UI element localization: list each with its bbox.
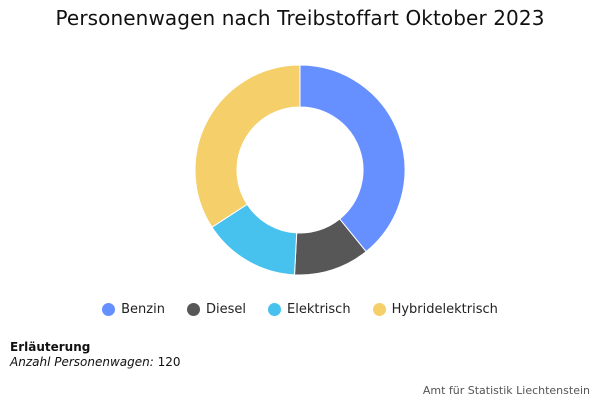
donut-chart [190, 60, 410, 280]
legend-label: Elektrisch [287, 302, 351, 317]
note-value: 120 [157, 355, 181, 369]
note-heading: Erläuterung [10, 340, 91, 354]
legend-label: Diesel [205, 302, 246, 317]
legend-item-elektrisch: Elektrisch [268, 302, 351, 317]
legend-item-diesel: Diesel [186, 302, 246, 317]
source-credit: Amt für Statistik Liechtenstein [422, 384, 590, 397]
legend-swatch [102, 303, 116, 316]
legend-label: Hybridelektrisch [391, 302, 498, 317]
note-line: Anzahl Personenwagen: 120 [10, 355, 181, 370]
legend-item-benzin: Benzin [102, 302, 165, 317]
explanation-note: Erläuterung Anzahl Personenwagen: 120 [10, 340, 181, 370]
legend-item-hybridelektrisch: Hybridelektrisch [372, 302, 498, 317]
donut-slice-benzin [299, 64, 406, 253]
legend-swatch [372, 303, 386, 316]
chart-title: Personenwagen nach Treibstoffart Oktober… [55, 6, 545, 30]
note-label: Anzahl Personenwagen: [10, 355, 154, 369]
legend-label: Benzin [121, 302, 165, 317]
chart-legend: Benzin Diesel Elektrisch Hybridelektrisch [0, 302, 600, 317]
donut-svg [194, 64, 406, 276]
legend-swatch [268, 303, 281, 316]
legend-swatch [186, 303, 200, 316]
donut-slice-hybridelektrisch [194, 64, 301, 228]
